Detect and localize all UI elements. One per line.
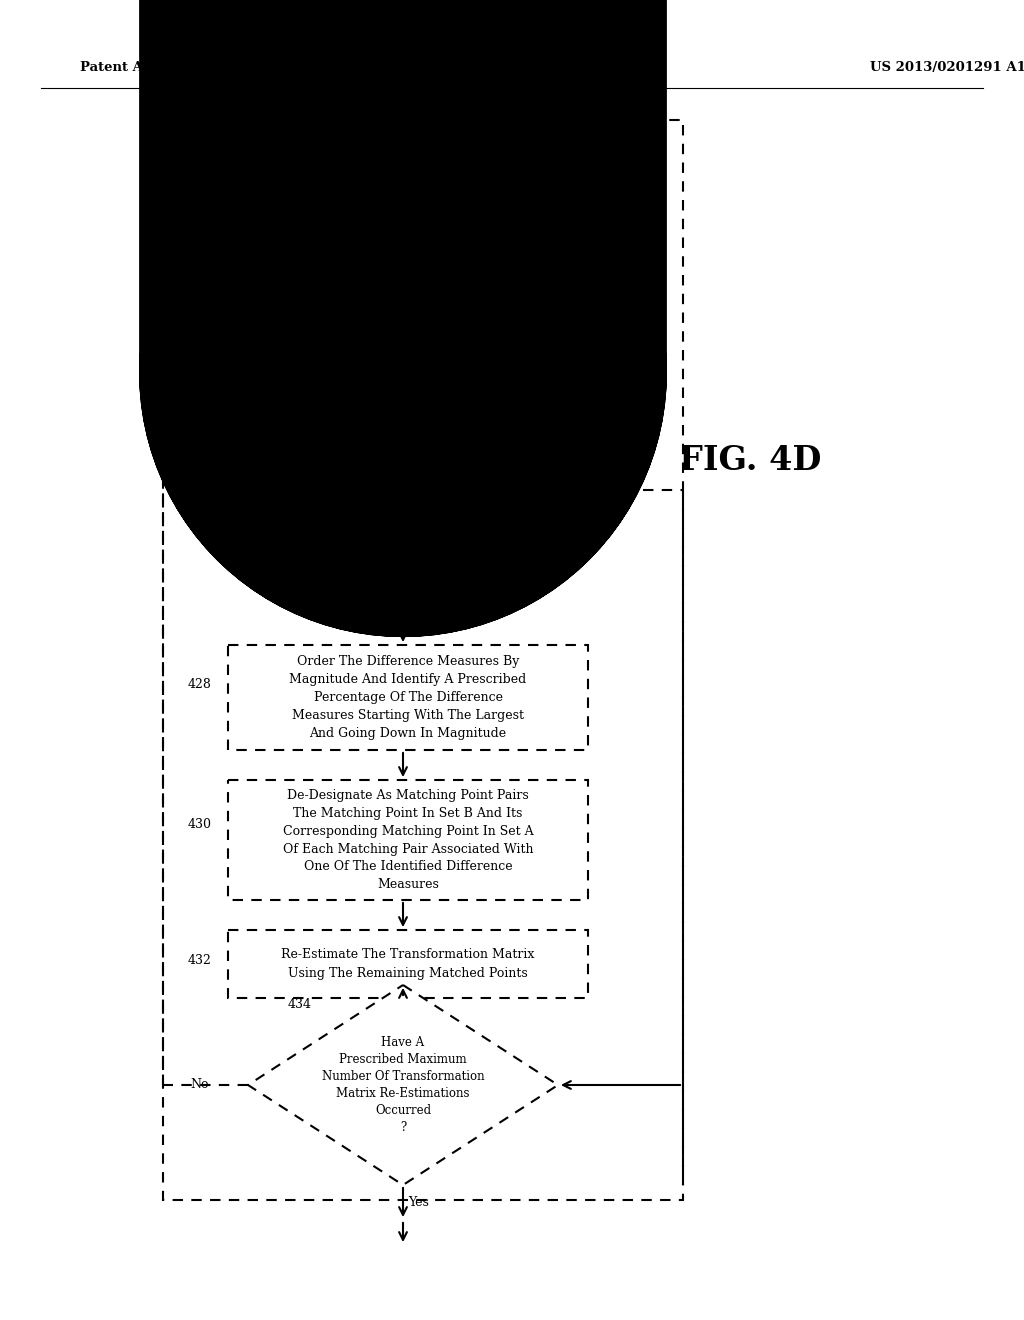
Text: 422: 422 [605,183,629,197]
Text: Aug. 8, 2013   Sheet 6 of 13: Aug. 8, 2013 Sheet 6 of 13 [317,62,522,74]
Text: 426: 426 [578,401,602,414]
Polygon shape [248,985,558,1185]
Text: FIG. 4D: FIG. 4D [679,444,821,477]
Text: No: No [190,1078,209,1092]
Text: 424: 424 [605,305,629,318]
Text: Compare The Resulting Point
Coordinates Of Each Transformed
Point To Its Corresp: Compare The Resulting Point Coordinates … [284,284,532,351]
Polygon shape [238,370,568,610]
Bar [228,931,588,998]
Text: Patent Application Publication: Patent Application Publication [80,62,307,74]
Bar [248,150,588,240]
Text: Yes: Yes [408,1196,429,1209]
Text: Use The Last-Estimated
Transformation Matrix To Transform
The Points In Set B: Use The Last-Estimated Transformation Ma… [301,170,535,219]
Bar [163,120,683,1200]
Bar [228,265,588,370]
Text: De-Designate As Matching Point Pairs
The Matching Point In Set B And Its
Corresp: De-Designate As Matching Point Pairs The… [283,788,534,891]
Text: US 2013/0201291 A1: US 2013/0201291 A1 [870,62,1024,74]
Text: 434: 434 [288,998,312,1011]
Text: Order The Difference Measures By
Magnitude And Identify A Prescribed
Percentage : Order The Difference Measures By Magnitu… [290,655,526,741]
Text: Have A
Prescribed Maximum
Number Of Transformation
Matrix Re-Estimations
Occurre: Have A Prescribed Maximum Number Of Tran… [322,1036,484,1134]
Text: 430: 430 [188,818,212,832]
Text: 428: 428 [188,678,212,692]
Text: Yes: Yes [408,622,429,635]
Text: 432: 432 [188,953,212,966]
Text: Re-Estimate The Transformation Matrix
Using The Remaining Matched Points: Re-Estimate The Transformation Matrix Us… [282,949,535,979]
Bar [228,645,588,750]
Text: No: No [578,483,597,496]
Text: Does The
Avg. Of The Difference
Measures Of The Matching
Point Pairs Exceed A
Pr: Does The Avg. Of The Difference Measures… [322,433,484,548]
Bar [228,780,588,900]
